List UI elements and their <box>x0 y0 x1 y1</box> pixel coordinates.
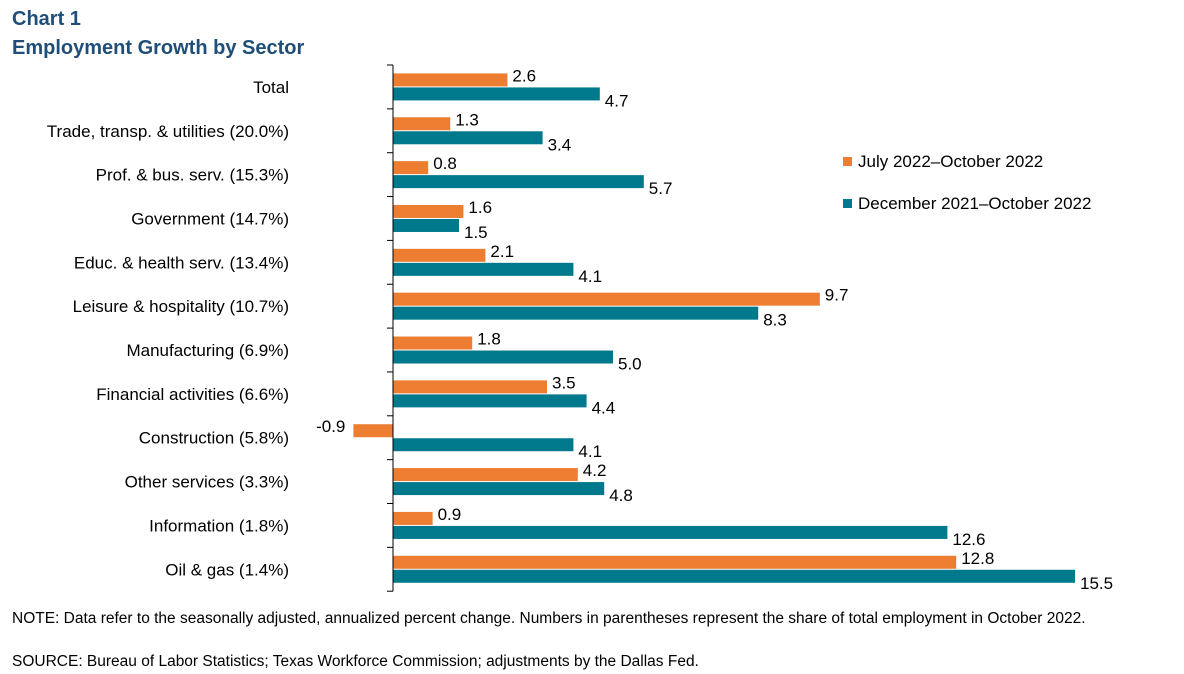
bar-july-oct-2022 <box>393 204 464 218</box>
bar-dec2021-oct-2022 <box>393 262 574 276</box>
bar-dec2021-oct-2022 <box>393 175 644 189</box>
category-label: Manufacturing (6.9%) <box>126 341 289 360</box>
data-label: -0.9 <box>316 417 345 436</box>
category-label: Total <box>253 78 289 97</box>
legend-label: December 2021–October 2022 <box>858 194 1091 213</box>
data-label: 5.0 <box>618 355 642 374</box>
data-label: 15.5 <box>1080 574 1113 593</box>
data-label: 1.8 <box>477 330 501 349</box>
bar-july-oct-2022 <box>353 424 393 438</box>
data-label: 4.1 <box>578 267 602 286</box>
category-label: Information (1.8%) <box>149 516 289 535</box>
bar-dec2021-oct-2022 <box>393 394 587 408</box>
data-label: 1.5 <box>464 223 488 242</box>
bar-july-oct-2022 <box>393 117 451 131</box>
data-label: 4.4 <box>592 398 616 417</box>
category-label: Trade, transp. & utilities (20.0%) <box>47 122 289 141</box>
data-label: 2.1 <box>490 242 514 261</box>
bar-dec2021-oct-2022 <box>393 306 759 320</box>
category-label: Government (14.7%) <box>131 209 289 228</box>
data-label: 0.9 <box>438 505 462 524</box>
data-label: 9.7 <box>825 286 849 305</box>
data-label: 3.5 <box>552 373 576 392</box>
chart-title-line-1: Chart 1 <box>12 8 81 30</box>
data-label: 8.3 <box>763 311 787 330</box>
data-label: 1.6 <box>468 198 492 217</box>
data-label: 0.8 <box>433 154 457 173</box>
data-label: 5.7 <box>649 179 673 198</box>
data-label: 4.1 <box>578 442 602 461</box>
legend-swatch <box>843 199 852 208</box>
bar-july-oct-2022 <box>393 73 508 87</box>
bar-july-oct-2022 <box>393 511 433 525</box>
category-label: Leisure & hospitality (10.7%) <box>73 297 289 316</box>
bar-dec2021-oct-2022 <box>393 131 543 145</box>
bar-dec2021-oct-2022 <box>393 350 613 364</box>
bar-july-oct-2022 <box>393 336 473 350</box>
category-label: Prof. & bus. serv. (15.3%) <box>96 166 289 185</box>
category-label: Oil & gas (1.4%) <box>165 560 289 579</box>
chart-title-line-2: Employment Growth by Sector <box>12 37 305 59</box>
data-label: 4.8 <box>609 486 633 505</box>
bar-dec2021-oct-2022 <box>393 569 1075 583</box>
data-label: 3.4 <box>548 135 572 154</box>
bar-july-oct-2022 <box>393 555 957 569</box>
bar-july-oct-2022 <box>393 161 429 175</box>
category-label: Other services (3.3%) <box>125 473 289 492</box>
bar-dec2021-oct-2022 <box>393 218 459 232</box>
bar-dec2021-oct-2022 <box>393 525 948 539</box>
data-label: 12.8 <box>961 549 994 568</box>
legend-label: July 2022–October 2022 <box>858 152 1043 171</box>
chart-source: SOURCE: Bureau of Labor Statistics; Texa… <box>12 653 699 670</box>
data-label: 2.6 <box>512 66 536 85</box>
legend-swatch <box>843 157 852 166</box>
bar-dec2021-oct-2022 <box>393 438 574 452</box>
bar-july-oct-2022 <box>393 292 820 306</box>
bar-july-oct-2022 <box>393 248 486 262</box>
data-label: 12.6 <box>952 530 985 549</box>
category-label: Educ. & health serv. (13.4%) <box>74 253 289 272</box>
data-label: 4.7 <box>605 91 629 110</box>
bar-dec2021-oct-2022 <box>393 87 600 101</box>
data-label: 4.2 <box>583 461 607 480</box>
chart-note: NOTE: Data refer to the seasonally adjus… <box>12 610 1086 627</box>
bar-july-oct-2022 <box>393 468 578 482</box>
bar-dec2021-oct-2022 <box>393 482 605 496</box>
bar-july-oct-2022 <box>393 380 547 394</box>
category-label: Financial activities (6.6%) <box>96 385 289 404</box>
category-label: Construction (5.8%) <box>139 429 289 448</box>
data-label: 1.3 <box>455 110 479 129</box>
